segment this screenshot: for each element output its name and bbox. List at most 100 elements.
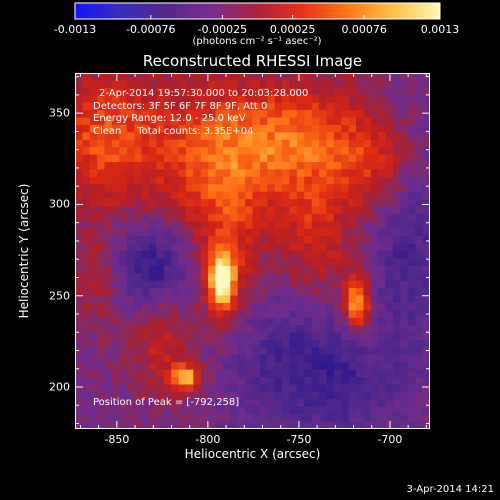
heatmap-cell [89, 199, 98, 208]
heatmap-cell [245, 302, 254, 311]
heatmap-cell [422, 354, 430, 363]
heatmap-cell [363, 354, 372, 363]
heatmap-cell [370, 369, 379, 378]
heatmap-cell [222, 273, 231, 282]
heatmap-cell [378, 369, 387, 378]
heatmap-cell [171, 80, 180, 89]
heatmap-cell [185, 362, 194, 371]
heatmap-cell [407, 384, 416, 393]
heatmap-cell [400, 265, 409, 274]
heatmap-cell [289, 340, 298, 349]
heatmap-cell [82, 340, 91, 349]
heatmap-cell [82, 384, 91, 393]
heatmap-cell [363, 228, 372, 237]
heatmap-cell [245, 176, 254, 185]
heatmap-cell [356, 139, 365, 148]
heatmap-cell [415, 369, 424, 378]
heatmap-cell [267, 340, 276, 349]
heatmap-cell [415, 206, 424, 215]
heatmap-cell [237, 162, 246, 171]
heatmap-cell [311, 265, 320, 274]
heatmap-cell [200, 288, 209, 297]
heatmap-cell [163, 340, 172, 349]
heatmap-cell [119, 132, 128, 141]
heatmap-cell [267, 399, 276, 408]
heatmap-cell [119, 325, 128, 334]
heatmap-cell [407, 162, 416, 171]
heatmap-cell [119, 139, 128, 148]
heatmap-cell [75, 280, 83, 289]
heatmap-cell [289, 199, 298, 208]
heatmap-cell [289, 406, 298, 415]
heatmap-cell [119, 87, 128, 96]
heatmap-cell [111, 302, 120, 311]
heatmap-cell [156, 280, 165, 289]
heatmap-cell [259, 399, 268, 408]
heatmap-cell [215, 280, 224, 289]
heatmap-cell [171, 124, 180, 133]
heatmap-cell [245, 406, 254, 415]
heatmap-cell [289, 132, 298, 141]
heatmap-cell [156, 117, 165, 126]
heatmap-cell [400, 280, 409, 289]
heatmap-cell [171, 391, 180, 400]
heatmap-cell [126, 354, 135, 363]
heatmap-cell [282, 332, 291, 341]
heatmap-cell [296, 295, 305, 304]
heatmap-cell [237, 169, 246, 178]
heatmap-cell [370, 295, 379, 304]
heatmap-cell [111, 147, 120, 156]
heatmap-cell [126, 384, 135, 393]
heatmap-cell [326, 414, 335, 423]
heatmap-cell [237, 317, 246, 326]
heatmap-cell [304, 221, 313, 230]
heatmap-cell [97, 384, 106, 393]
heatmap-cell [341, 354, 350, 363]
heatmap-cell [237, 110, 246, 119]
heatmap-cell [141, 184, 150, 193]
heatmap-cell [333, 406, 342, 415]
heatmap-cell [311, 95, 320, 104]
heatmap-cell [126, 110, 135, 119]
colorbar-units: (photons cm⁻² s⁻¹ asec⁻²) [192, 36, 322, 47]
heatmap-cell [163, 80, 172, 89]
heatmap-cell [259, 132, 268, 141]
heatmap-cell [119, 332, 128, 341]
heatmap-cell [75, 124, 83, 133]
heatmap-cell [111, 87, 120, 96]
heatmap-cell [126, 325, 135, 334]
heatmap-cell [259, 80, 268, 89]
heatmap-cell [252, 377, 261, 386]
heatmap-cell [215, 302, 224, 311]
heatmap-cell [341, 243, 350, 252]
heatmap-cell [185, 117, 194, 126]
heatmap-cell [274, 73, 283, 82]
heatmap-cell [141, 117, 150, 126]
heatmap-cell [75, 340, 83, 349]
heatmap-cell [156, 310, 165, 319]
heatmap-cell [296, 369, 305, 378]
heatmap-cell [178, 288, 187, 297]
heatmap-cell [400, 73, 409, 82]
heatmap-cell [185, 110, 194, 119]
heatmap-cell [363, 310, 372, 319]
heatmap-cell [215, 362, 224, 371]
heatmap-cell [126, 258, 135, 267]
heatmap-cell [185, 132, 194, 141]
heatmap-cell [407, 73, 416, 82]
heatmap-cell [134, 288, 143, 297]
heatmap-cell [75, 147, 83, 156]
heatmap-cell [111, 162, 120, 171]
heatmap-cell [289, 169, 298, 178]
heatmap-cell [119, 391, 128, 400]
heatmap-cell [82, 199, 91, 208]
heatmap-cell [304, 347, 313, 356]
heatmap-cell [193, 139, 202, 148]
heatmap-cell [393, 243, 402, 252]
heatmap-cell [289, 87, 298, 96]
heatmap-cell [89, 295, 98, 304]
heatmap-cell [363, 236, 372, 245]
heatmap-cell [274, 184, 283, 193]
heatmap-cell [185, 154, 194, 163]
heatmap-cell [333, 243, 342, 252]
